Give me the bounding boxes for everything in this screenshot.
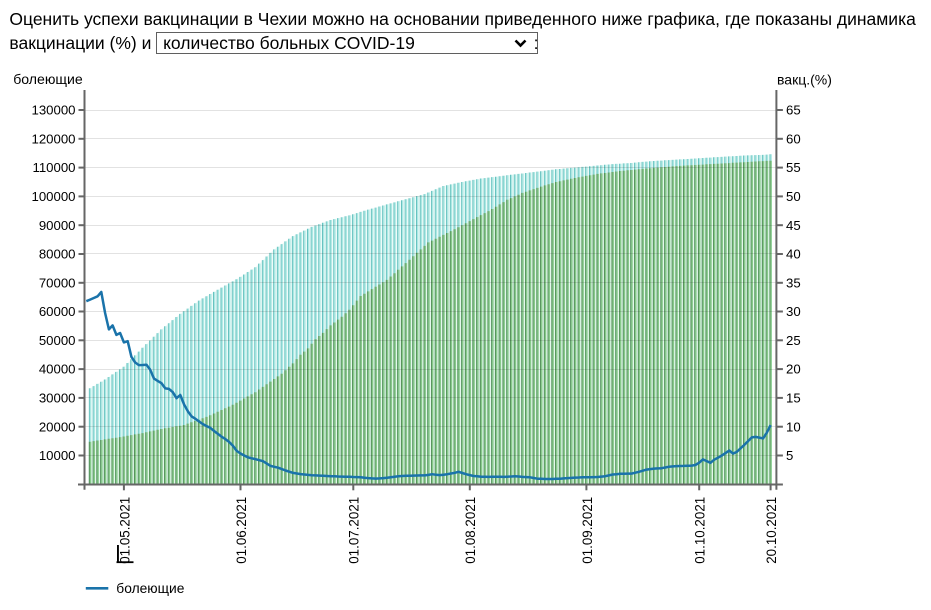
svg-text:45: 45 bbox=[786, 218, 801, 233]
svg-text:30000: 30000 bbox=[39, 391, 76, 406]
svg-text:01.08.2021: 01.08.2021 bbox=[463, 497, 478, 564]
svg-text:100000: 100000 bbox=[31, 189, 75, 204]
svg-text:70000: 70000 bbox=[39, 275, 76, 290]
svg-text:130000: 130000 bbox=[31, 103, 75, 118]
svg-text:10: 10 bbox=[786, 419, 801, 434]
svg-text:20: 20 bbox=[786, 362, 801, 377]
svg-text:60: 60 bbox=[786, 131, 801, 146]
svg-text:90000: 90000 bbox=[39, 218, 76, 233]
svg-text:40000: 40000 bbox=[39, 362, 76, 377]
svg-text:25: 25 bbox=[786, 333, 801, 348]
svg-text:55: 55 bbox=[786, 160, 801, 175]
svg-text:20000: 20000 bbox=[39, 419, 76, 434]
svg-text:01.09.2021: 01.09.2021 bbox=[580, 497, 595, 564]
svg-text:30: 30 bbox=[786, 304, 801, 319]
svg-text:50000: 50000 bbox=[39, 333, 76, 348]
svg-text:40: 40 bbox=[786, 247, 801, 262]
svg-text:15: 15 bbox=[786, 391, 801, 406]
svg-text:01.06.2021: 01.06.2021 bbox=[234, 497, 249, 564]
svg-text:01.07.2021: 01.07.2021 bbox=[347, 497, 362, 564]
svg-text:35: 35 bbox=[786, 275, 801, 290]
svg-text:80000: 80000 bbox=[39, 247, 76, 262]
svg-text:5: 5 bbox=[786, 448, 793, 463]
svg-text:20.10.2021: 20.10.2021 bbox=[764, 497, 779, 564]
svg-text:01.05.2021: 01.05.2021 bbox=[117, 497, 132, 564]
svg-text:10000: 10000 bbox=[39, 448, 76, 463]
svg-text:120000: 120000 bbox=[31, 131, 75, 146]
svg-text:110000: 110000 bbox=[32, 160, 75, 175]
svg-text:65: 65 bbox=[786, 103, 801, 118]
svg-text:60000: 60000 bbox=[39, 304, 76, 319]
svg-text:вакц.(%): вакц.(%) bbox=[777, 72, 832, 88]
svg-text:болеющие: болеющие bbox=[116, 581, 184, 596]
svg-text:01.10.2021: 01.10.2021 bbox=[693, 497, 708, 564]
svg-text:болеющие: болеющие bbox=[13, 71, 83, 87]
svg-text:50: 50 bbox=[786, 189, 801, 204]
